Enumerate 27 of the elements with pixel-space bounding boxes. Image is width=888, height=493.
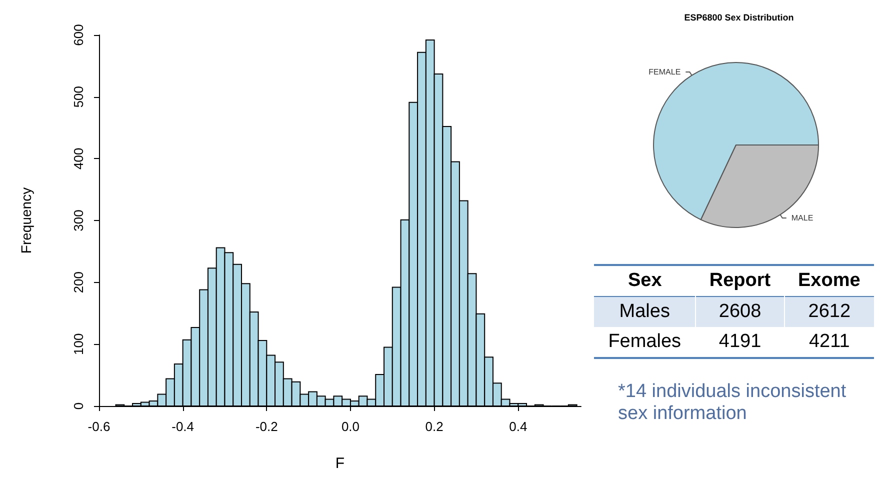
y-tick-label: 600 <box>71 24 86 46</box>
x-tick-label: 0.0 <box>341 419 360 434</box>
y-tick-label: 400 <box>71 148 86 170</box>
x-tick-label: Report <box>708 269 772 293</box>
x-tick-label: -0.2 <box>255 419 278 434</box>
chart-title: ESP6800 Sex Distribution <box>684 12 794 22</box>
data-label: 2608 <box>696 296 784 327</box>
y-tick-label: Females <box>607 330 682 354</box>
y-axis-title: Sex <box>626 269 663 293</box>
x-tick-label: Exome <box>796 269 862 293</box>
x-tick-label: 0.4 <box>509 419 528 434</box>
data-label: 4191 <box>696 327 784 358</box>
y-tick-label: 300 <box>71 210 86 232</box>
text: *14 individuals inconsistent sex information <box>618 381 848 425</box>
y-tick-label: 200 <box>71 271 86 294</box>
x-axis-title: F <box>335 455 345 472</box>
slice-label: FEMALE <box>648 67 681 76</box>
y-tick-label: 0 <box>71 402 86 410</box>
data-label: 2612 <box>784 296 874 327</box>
x-tick-label: -0.6 <box>88 419 110 434</box>
slice-label: MALE <box>791 214 814 223</box>
data-label: 4211 <box>784 327 874 358</box>
y-axis-title: Frequency <box>18 187 34 254</box>
y-tick-label: 100 <box>71 333 86 356</box>
x-tick-label: -0.4 <box>172 419 194 434</box>
y-tick-label: 500 <box>71 86 86 108</box>
x-tick-label: 0.2 <box>425 419 444 434</box>
